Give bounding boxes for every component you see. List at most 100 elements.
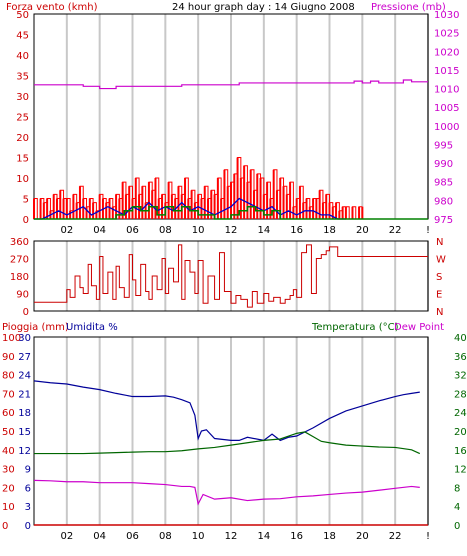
y-tick-wind: 45 [16, 31, 29, 42]
y-tick-pressure: 1030 [434, 10, 459, 21]
x-tick-thermo: 18 [323, 531, 336, 542]
y-tick-temperature: 40 [454, 333, 467, 344]
x-tick-wind: 06 [126, 225, 139, 236]
y-tick-humidity: 27 [18, 352, 31, 363]
pressure-line [34, 79, 428, 90]
x-tick-thermo: 06 [126, 531, 139, 542]
wind-speed-line [34, 157, 363, 220]
y-tick-rain: 70 [2, 389, 15, 400]
y-tick-temperature: 0 [454, 521, 460, 532]
pressure-title: Pressione (mb) [371, 2, 446, 13]
y-tick-temperature: 20 [454, 427, 467, 438]
wind-speed-title: Forza vento (kmh) [6, 2, 98, 13]
x-tick-thermo: 02 [60, 531, 73, 542]
x-tick-wind: 20 [356, 225, 369, 236]
y-tick-direction: 360 [10, 237, 29, 248]
y-tick-direction: 270 [10, 255, 29, 266]
temperature-line [34, 431, 421, 455]
y-tick-humidity: 30 [18, 333, 31, 344]
wind-avg-line [34, 205, 428, 220]
y-tick-compass: N [436, 307, 443, 318]
y-tick-temperature: 28 [454, 389, 467, 400]
y-tick-temperature: 8 [454, 483, 460, 494]
y-tick-wind: 0 [23, 215, 29, 226]
y-tick-pressure: 1025 [434, 29, 459, 40]
y-tick-rain: 10 [2, 502, 15, 513]
x-tick-wind: 02 [60, 225, 73, 236]
y-tick-pressure: 975 [434, 215, 453, 226]
y-tick-rain: 40 [2, 446, 15, 457]
y-tick-wind: 5 [23, 195, 29, 206]
y-tick-pressure: 1000 [434, 122, 459, 133]
y-tick-direction: 180 [10, 272, 29, 283]
y-tick-humidity: 0 [25, 521, 31, 532]
y-tick-temperature: 36 [454, 352, 467, 363]
y-tick-pressure: 980 [434, 196, 453, 207]
y-tick-compass: E [436, 290, 442, 301]
y-tick-pressure: 995 [434, 140, 453, 151]
y-tick-pressure: 1020 [434, 47, 459, 58]
x-tick-wind: ! [426, 225, 430, 236]
y-tick-pressure: 1015 [434, 66, 459, 77]
x-tick-wind: 12 [225, 225, 238, 236]
y-tick-temperature: 24 [454, 408, 467, 419]
y-tick-wind: 20 [16, 133, 29, 144]
y-tick-rain: 0 [2, 521, 8, 532]
x-tick-wind: 18 [323, 225, 336, 236]
y-tick-rain: 60 [2, 408, 15, 419]
y-tick-direction: 90 [16, 290, 29, 301]
x-tick-thermo: 10 [192, 531, 205, 542]
y-tick-direction: 0 [23, 307, 29, 318]
x-tick-thermo: 08 [159, 531, 172, 542]
y-tick-pressure: 985 [434, 178, 453, 189]
y-tick-rain: 80 [2, 371, 15, 382]
chart-title: 24 hour graph day : 14 Giugno 2008 [172, 2, 355, 13]
y-tick-rain: 90 [2, 352, 15, 363]
y-tick-compass: S [436, 272, 442, 283]
y-tick-rain: 100 [2, 333, 21, 344]
y-tick-rain: 30 [2, 465, 15, 476]
x-tick-wind: 10 [192, 225, 205, 236]
y-tick-temperature: 16 [454, 446, 467, 457]
y-tick-rain: 20 [2, 483, 15, 494]
panel-frame-direction [33, 240, 429, 312]
x-tick-thermo: 16 [290, 531, 303, 542]
x-tick-thermo: 14 [257, 531, 270, 542]
dew-point-line [33, 479, 420, 506]
y-tick-humidity: 9 [25, 465, 31, 476]
y-tick-humidity: 12 [18, 446, 31, 457]
x-tick-thermo: 20 [356, 531, 369, 542]
y-tick-temperature: 4 [454, 502, 460, 513]
y-tick-temperature: 12 [454, 465, 467, 476]
y-tick-humidity: 24 [18, 371, 31, 382]
x-tick-wind: 08 [159, 225, 172, 236]
humidity-label: Umidita % [66, 322, 118, 333]
rain-label: Pioggia (mm) [2, 322, 69, 333]
x-tick-wind: 04 [93, 225, 106, 236]
y-tick-temperature: 32 [454, 371, 467, 382]
y-tick-wind: 25 [16, 113, 29, 124]
y-tick-wind: 15 [16, 154, 29, 165]
y-tick-wind: 30 [16, 92, 29, 103]
x-tick-thermo: 12 [225, 531, 238, 542]
y-tick-wind: 10 [16, 174, 29, 185]
y-tick-humidity: 15 [18, 427, 31, 438]
x-tick-wind: 22 [389, 225, 402, 236]
y-tick-pressure: 990 [434, 159, 453, 170]
humidity-line [33, 380, 420, 442]
y-tick-wind: 40 [16, 51, 29, 62]
y-tick-humidity: 21 [18, 389, 31, 400]
y-tick-pressure: 1010 [434, 85, 459, 96]
y-tick-pressure: 1005 [434, 103, 459, 114]
y-tick-humidity: 18 [18, 408, 31, 419]
y-tick-wind: 50 [16, 10, 29, 21]
dew-point-label: Dew Point [394, 322, 444, 333]
x-tick-thermo: 22 [389, 531, 402, 542]
y-tick-compass: N [436, 237, 443, 248]
wind-direction-line [34, 244, 428, 308]
x-tick-thermo: ! [426, 531, 430, 542]
y-tick-wind: 35 [16, 72, 29, 83]
y-tick-humidity: 3 [25, 502, 31, 513]
